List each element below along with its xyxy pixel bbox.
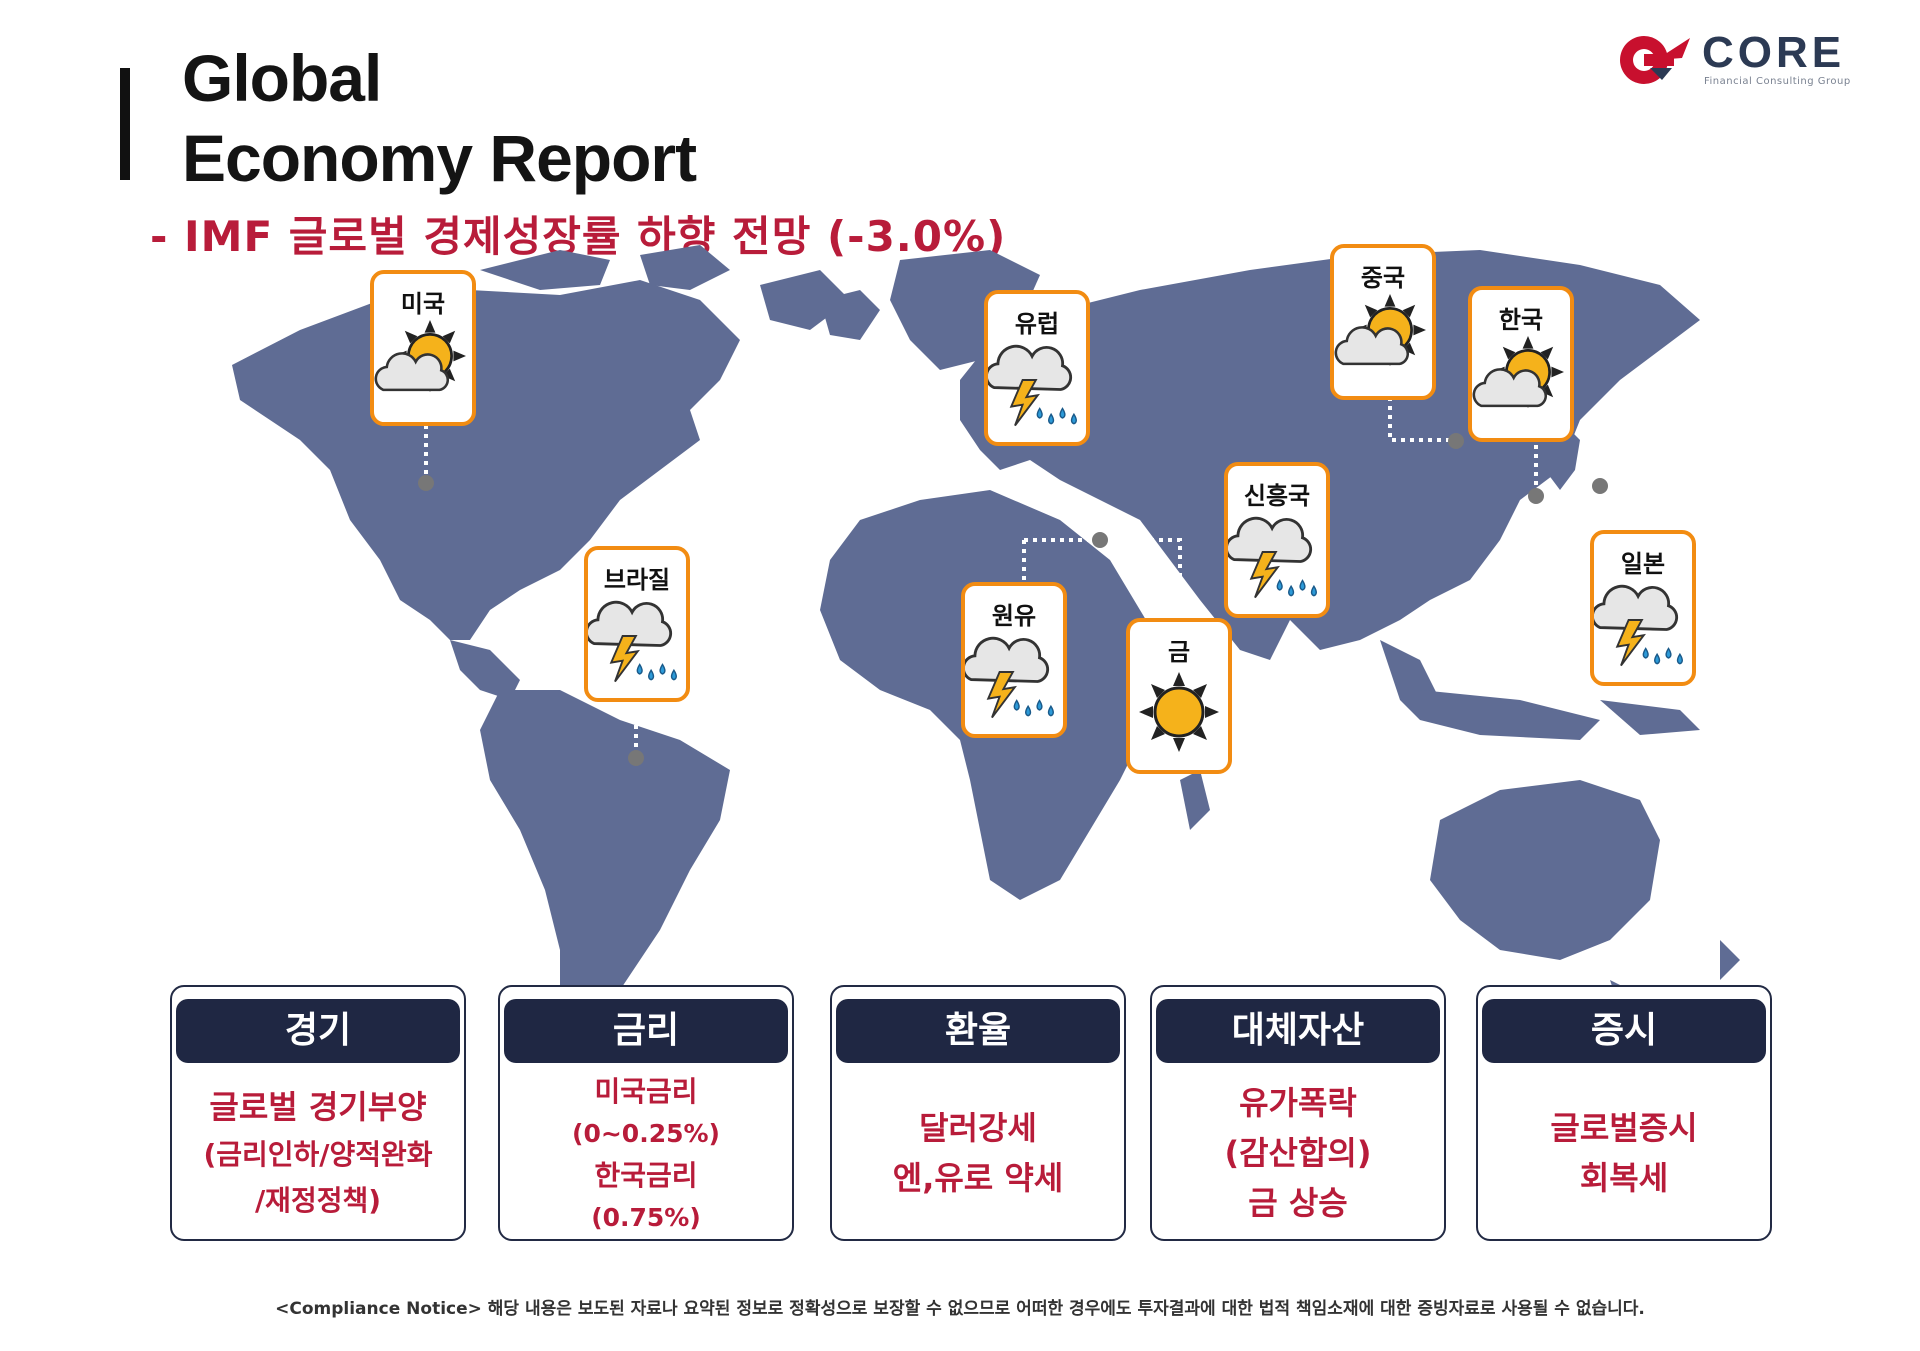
info-box-alternative-assets: 대체자산 유가폭락 (감산합의) 금 상승	[1150, 985, 1446, 1241]
info-line: 한국금리	[594, 1159, 698, 1192]
title-accent-bar	[120, 68, 130, 180]
marker-usa: 미국	[370, 270, 476, 426]
marker-emerging: 신흥국	[1224, 462, 1330, 618]
sunny-icon	[1137, 670, 1221, 754]
title-line-1: Global	[182, 41, 382, 115]
core-logo-icon	[1620, 36, 1690, 84]
info-box-body: 유가폭락 (감산합의) 금 상승	[1152, 1075, 1444, 1231]
info-box-body: 글로벌증시 회복세	[1478, 1075, 1770, 1231]
thunderstorm-icon	[1594, 584, 1684, 668]
title-line-2: Economy Report	[182, 121, 697, 195]
info-box-interest-rate: 금리 미국금리 (0~0.25%) 한국금리 (0.75%)	[498, 985, 794, 1241]
marker-label: 신흥국	[1243, 482, 1311, 510]
info-line: 금 상승	[1248, 1184, 1348, 1222]
marker-label: 미국	[400, 290, 446, 318]
info-line: (0~0.25%)	[572, 1119, 720, 1148]
marker-label: 브라질	[603, 566, 671, 594]
info-line: (감산합의)	[1224, 1134, 1372, 1172]
info-line: 달러강세	[919, 1109, 1037, 1147]
info-line: (금리인하/양적완화	[203, 1138, 433, 1171]
marker-label: 유럽	[1014, 310, 1060, 338]
info-line: 엔,유로 약세	[892, 1159, 1064, 1197]
info-line: 글로벌 경기부양	[209, 1088, 427, 1126]
marker-label: 한국	[1498, 306, 1544, 334]
marker-china: 중국	[1330, 244, 1436, 400]
marker-label: 일본	[1620, 550, 1666, 578]
info-box-title: 금리	[504, 999, 788, 1063]
marker-label: 중국	[1360, 264, 1406, 292]
marker-oil: 원유	[961, 582, 1067, 738]
info-line: 글로벌증시	[1550, 1109, 1698, 1147]
thunderstorm-icon	[988, 344, 1078, 428]
partly-sunny-icon	[1334, 292, 1428, 368]
info-box-stock-market: 증시 글로벌증시 회복세	[1476, 985, 1772, 1241]
info-line: (0.75%)	[591, 1203, 701, 1232]
logo-wordmark: CORE	[1702, 28, 1846, 77]
marker-brazil: 브라질	[584, 546, 690, 702]
marker-label: 금	[1167, 638, 1191, 666]
marker-japan: 일본	[1590, 530, 1696, 686]
thunderstorm-icon	[965, 636, 1055, 720]
info-box-body: 미국금리 (0~0.25%) 한국금리 (0.75%)	[500, 1075, 792, 1232]
info-line: 유가폭락	[1239, 1084, 1357, 1122]
info-box-title: 대체자산	[1156, 999, 1440, 1063]
info-line: 미국금리	[594, 1075, 698, 1108]
marker-label: 원유	[991, 602, 1037, 630]
info-line: 회복세	[1579, 1159, 1669, 1197]
marker-korea: 한국	[1468, 286, 1574, 442]
page-title: Global Economy Report	[182, 38, 697, 198]
logo-tagline: Financial Consulting Group	[1704, 76, 1851, 87]
partly-sunny-icon	[374, 318, 468, 394]
thunderstorm-icon	[588, 600, 678, 684]
info-line: /재정정책)	[254, 1184, 382, 1217]
marker-europe: 유럽	[984, 290, 1090, 446]
marker-gold: 금	[1126, 618, 1232, 774]
thunderstorm-icon	[1228, 516, 1318, 600]
info-box-title: 경기	[176, 999, 460, 1063]
core-logo: CORE Financial Consulting Group	[1612, 28, 1850, 88]
compliance-notice: <Compliance Notice> 해당 내용은 보도된 자료나 요약된 정…	[275, 1299, 1645, 1319]
info-box-economy: 경기 글로벌 경기부양 (금리인하/양적완화 /재정정책)	[170, 985, 466, 1241]
info-box-title: 증시	[1482, 999, 1766, 1063]
info-box-title: 환율	[836, 999, 1120, 1063]
info-box-exchange-rate: 환율 달러강세 엔,유로 약세	[830, 985, 1126, 1241]
partly-sunny-icon	[1472, 334, 1566, 410]
page-subtitle: - IMF 글로벌 경제성장률 하향 전망 (-3.0%)	[150, 212, 1007, 261]
info-box-body: 달러강세 엔,유로 약세	[832, 1075, 1124, 1231]
info-box-body: 글로벌 경기부양 (금리인하/양적완화 /재정정책)	[172, 1075, 464, 1231]
